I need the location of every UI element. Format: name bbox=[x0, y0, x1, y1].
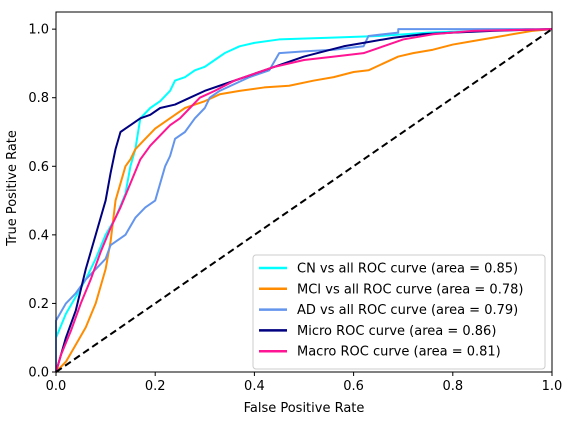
series-line-4 bbox=[55, 28, 553, 373]
plot-frame bbox=[55, 11, 553, 373]
y-tick-label: 0.2 bbox=[28, 297, 49, 312]
x-axis: 0.0 0.2 0.4 0.6 0.8 1.0 bbox=[46, 372, 563, 394]
legend-entry-label: Macro ROC curve (area = 0.81) bbox=[297, 345, 501, 360]
series-line-0 bbox=[55, 28, 553, 372]
legend-entry-label: AD vs all ROC curve (area = 0.79) bbox=[297, 303, 518, 318]
legend: CN vs all ROC curve (area = 0.85) MCI vs … bbox=[252, 254, 546, 370]
y-tick-label: 0.4 bbox=[28, 228, 49, 243]
y-tick-label: 0.6 bbox=[28, 160, 49, 175]
x-tick-label: 0.8 bbox=[442, 379, 463, 394]
legend-box bbox=[252, 254, 546, 370]
chance-line bbox=[55, 28, 553, 373]
x-tick-label: 0.6 bbox=[343, 379, 364, 394]
y-axis-label: True Positive Rate bbox=[5, 130, 20, 247]
x-tick-label: 0.4 bbox=[244, 379, 265, 394]
legend-entry-label: MCI vs all ROC curve (area = 0.78) bbox=[297, 282, 523, 297]
series-line-1 bbox=[55, 28, 553, 373]
curves-layer bbox=[55, 28, 553, 373]
legend-entry-label: CN vs all ROC curve (area = 0.85) bbox=[297, 262, 518, 277]
y-tick-label: 0.0 bbox=[28, 366, 49, 381]
y-tick-label: 1.0 bbox=[28, 23, 49, 38]
legend-entry-label: Micro ROC curve (area = 0.86) bbox=[297, 324, 496, 339]
x-axis-label: False Positive Rate bbox=[244, 401, 365, 416]
x-tick-label: 1.0 bbox=[542, 379, 563, 394]
y-tick-label: 0.8 bbox=[28, 91, 49, 106]
x-tick-label: 0.2 bbox=[145, 379, 166, 394]
y-axis: 0.0 0.2 0.4 0.6 0.8 1.0 bbox=[28, 23, 56, 381]
series-line-3 bbox=[55, 28, 553, 373]
x-tick-label: 0.0 bbox=[46, 379, 67, 394]
